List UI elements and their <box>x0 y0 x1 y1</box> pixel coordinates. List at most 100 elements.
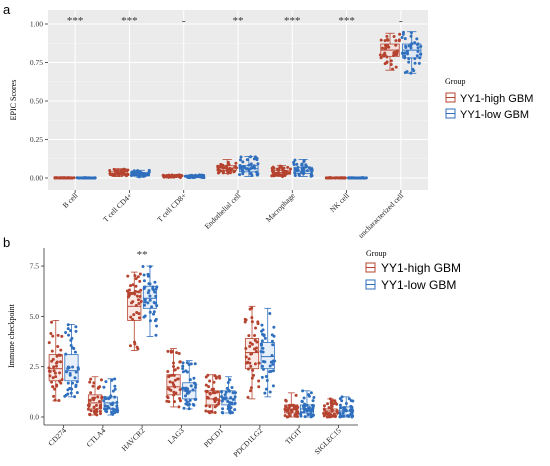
point <box>193 175 197 179</box>
x-tick-label-2: T cell CD8+ <box>155 191 188 224</box>
point <box>401 51 405 55</box>
point <box>230 402 234 406</box>
point <box>228 171 232 175</box>
point <box>93 396 97 400</box>
point <box>253 334 257 338</box>
x-tick-label-1: T cell CD4+ <box>101 191 134 224</box>
point <box>226 407 230 411</box>
point <box>136 347 140 351</box>
point <box>333 176 337 180</box>
y-tick-label-3: 0.75 <box>30 58 43 67</box>
point <box>112 173 116 177</box>
point <box>284 172 288 176</box>
point <box>132 313 136 317</box>
point <box>174 391 178 395</box>
point <box>184 388 188 392</box>
point <box>183 174 187 178</box>
panel-b-y-ticks: 0.0 2.5 5.0 7.5 <box>30 262 44 422</box>
point <box>415 37 419 41</box>
point <box>185 361 189 365</box>
box-low-2 <box>141 265 159 337</box>
point <box>252 347 256 351</box>
point <box>250 306 254 310</box>
point <box>393 50 397 54</box>
point <box>70 387 74 391</box>
box-low-3 <box>180 360 198 411</box>
point <box>88 398 92 402</box>
point <box>206 373 210 377</box>
point <box>309 174 313 178</box>
point <box>261 328 265 332</box>
point <box>99 378 103 382</box>
point <box>178 388 182 392</box>
point <box>103 404 107 408</box>
legend-b-label-low: YY1-low GBM <box>381 278 456 292</box>
point <box>167 400 171 404</box>
point <box>272 325 276 329</box>
point <box>311 414 315 418</box>
point <box>330 407 334 411</box>
point <box>152 300 156 304</box>
point <box>221 166 225 170</box>
point <box>230 167 234 171</box>
point <box>254 349 258 353</box>
point <box>53 398 57 402</box>
point <box>257 385 261 389</box>
point <box>233 395 237 399</box>
point <box>142 287 146 291</box>
significance-1: *** <box>121 15 138 27</box>
panel-a-label: a <box>3 2 11 17</box>
legend-b-title: Group <box>366 249 386 258</box>
point <box>217 374 221 378</box>
point <box>413 57 417 61</box>
point <box>263 336 267 340</box>
point <box>338 412 342 416</box>
point <box>146 301 150 305</box>
point <box>206 395 210 399</box>
point <box>238 158 242 162</box>
point <box>204 404 208 408</box>
point <box>50 349 54 353</box>
point <box>386 43 390 47</box>
point <box>394 39 398 43</box>
point <box>227 403 231 407</box>
point <box>66 381 70 385</box>
point <box>153 319 157 323</box>
point <box>47 369 51 373</box>
point <box>401 32 405 36</box>
point <box>191 388 195 392</box>
point <box>207 385 211 389</box>
box-high-0 <box>53 176 76 180</box>
point <box>142 279 146 283</box>
point <box>242 164 246 168</box>
point <box>246 367 250 371</box>
point <box>180 387 184 391</box>
point <box>303 415 307 419</box>
point <box>284 398 288 402</box>
point <box>403 51 407 55</box>
point <box>98 385 102 389</box>
box-high-1 <box>86 376 104 417</box>
point <box>167 375 171 379</box>
point <box>49 332 53 336</box>
box-high-4 <box>270 164 293 178</box>
point <box>246 395 250 399</box>
point <box>143 303 147 307</box>
point <box>350 415 354 419</box>
point <box>284 405 288 409</box>
point <box>66 176 70 180</box>
point <box>53 371 57 375</box>
point <box>302 406 306 410</box>
point <box>260 323 264 327</box>
box-low-5 <box>346 176 368 180</box>
point <box>64 330 68 334</box>
point <box>247 357 251 361</box>
point <box>300 163 304 167</box>
point <box>109 172 113 176</box>
point <box>187 390 191 394</box>
point <box>113 377 117 381</box>
point <box>212 387 216 391</box>
point <box>152 288 156 292</box>
point <box>71 346 75 350</box>
point <box>139 171 143 175</box>
